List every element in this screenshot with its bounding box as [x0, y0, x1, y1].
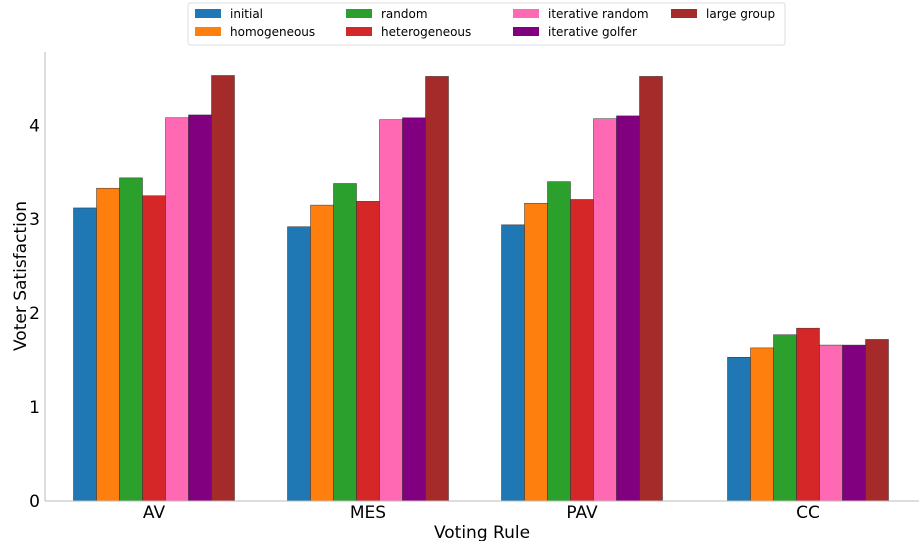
bar-homogeneous-mes — [310, 204, 334, 502]
bar-iterative-random-cc — [819, 344, 843, 502]
bar-initial-mes — [287, 226, 311, 502]
legend-item: large group — [671, 7, 775, 21]
bar-random-cc — [773, 334, 797, 502]
bar-iterative-golfer-mes — [402, 117, 426, 502]
legend-label: initial — [230, 7, 263, 21]
bar-initial-pav — [501, 224, 525, 502]
bar-iterative-random-mes — [379, 119, 403, 502]
bar-heterogeneous-cc — [796, 327, 820, 502]
legend-swatch — [513, 27, 539, 36]
legend-frame — [187, 2, 786, 46]
bar-iterative-random-av — [165, 117, 189, 502]
bar-large-group-pav — [639, 76, 663, 502]
x-axis-title: Voting Rule — [434, 523, 530, 541]
legend-item: heterogeneous — [346, 25, 471, 39]
y-axis-title: Voter Satisfaction — [11, 201, 31, 351]
y-tick-label: 3 — [29, 210, 40, 230]
y-tick-label: 4 — [29, 116, 40, 136]
bar-iterative-golfer-av — [188, 114, 212, 502]
legend-swatch — [195, 9, 221, 18]
legend-item: homogeneous — [195, 25, 315, 39]
legend-item: initial — [195, 7, 263, 21]
x-tick-label: MES — [350, 503, 386, 523]
legend-label: random — [381, 7, 428, 21]
bar-heterogeneous-av — [142, 195, 166, 502]
y-tick-label: 1 — [29, 398, 40, 418]
legend-swatch — [346, 27, 372, 36]
legend-label: large group — [706, 7, 775, 21]
x-tick-label: PAV — [566, 503, 598, 523]
bar-homogeneous-cc — [750, 347, 774, 502]
bars-group — [73, 75, 889, 502]
legend-label: homogeneous — [230, 25, 315, 39]
bar-iterative-golfer-pav — [616, 115, 640, 502]
bar-initial-cc — [727, 357, 751, 502]
bar-iterative-random-pav — [593, 118, 617, 502]
legend-label: iterative golfer — [548, 25, 637, 39]
x-tick-label: CC — [796, 503, 820, 523]
bar-random-pav — [547, 181, 571, 502]
legend-item: iterative random — [513, 7, 649, 21]
x-tick-label: AV — [143, 503, 166, 523]
bar-iterative-golfer-cc — [842, 344, 866, 502]
legend-swatch — [671, 9, 697, 18]
legend-swatch — [195, 27, 221, 36]
legend-item: random — [346, 7, 428, 21]
bar-heterogeneous-mes — [356, 201, 380, 502]
legend-label: iterative random — [548, 7, 649, 21]
bar-heterogeneous-pav — [570, 199, 594, 502]
bar-initial-av — [73, 207, 97, 502]
y-tick-label: 0 — [29, 492, 40, 512]
bar-homogeneous-av — [96, 187, 120, 502]
legend-swatch — [346, 9, 372, 18]
axes-group: 0 1 2 3 4 AV MES PAV CC Voting Rule Voter Satisfac… — [11, 52, 919, 541]
bar-random-mes — [333, 183, 357, 502]
bar-large-group-av — [211, 75, 235, 502]
legend-label: heterogeneous — [381, 25, 471, 39]
bar-random-av — [119, 177, 143, 502]
bar-large-group-mes — [425, 76, 449, 502]
y-tick-label: 2 — [29, 304, 40, 324]
bar-large-group-cc — [865, 339, 889, 502]
legend-item: iterative golfer — [513, 25, 637, 39]
legend: initial homogeneous random heterogeneous ite… — [187, 2, 786, 46]
bar-homogeneous-pav — [524, 202, 548, 502]
legend-swatch — [513, 9, 539, 18]
